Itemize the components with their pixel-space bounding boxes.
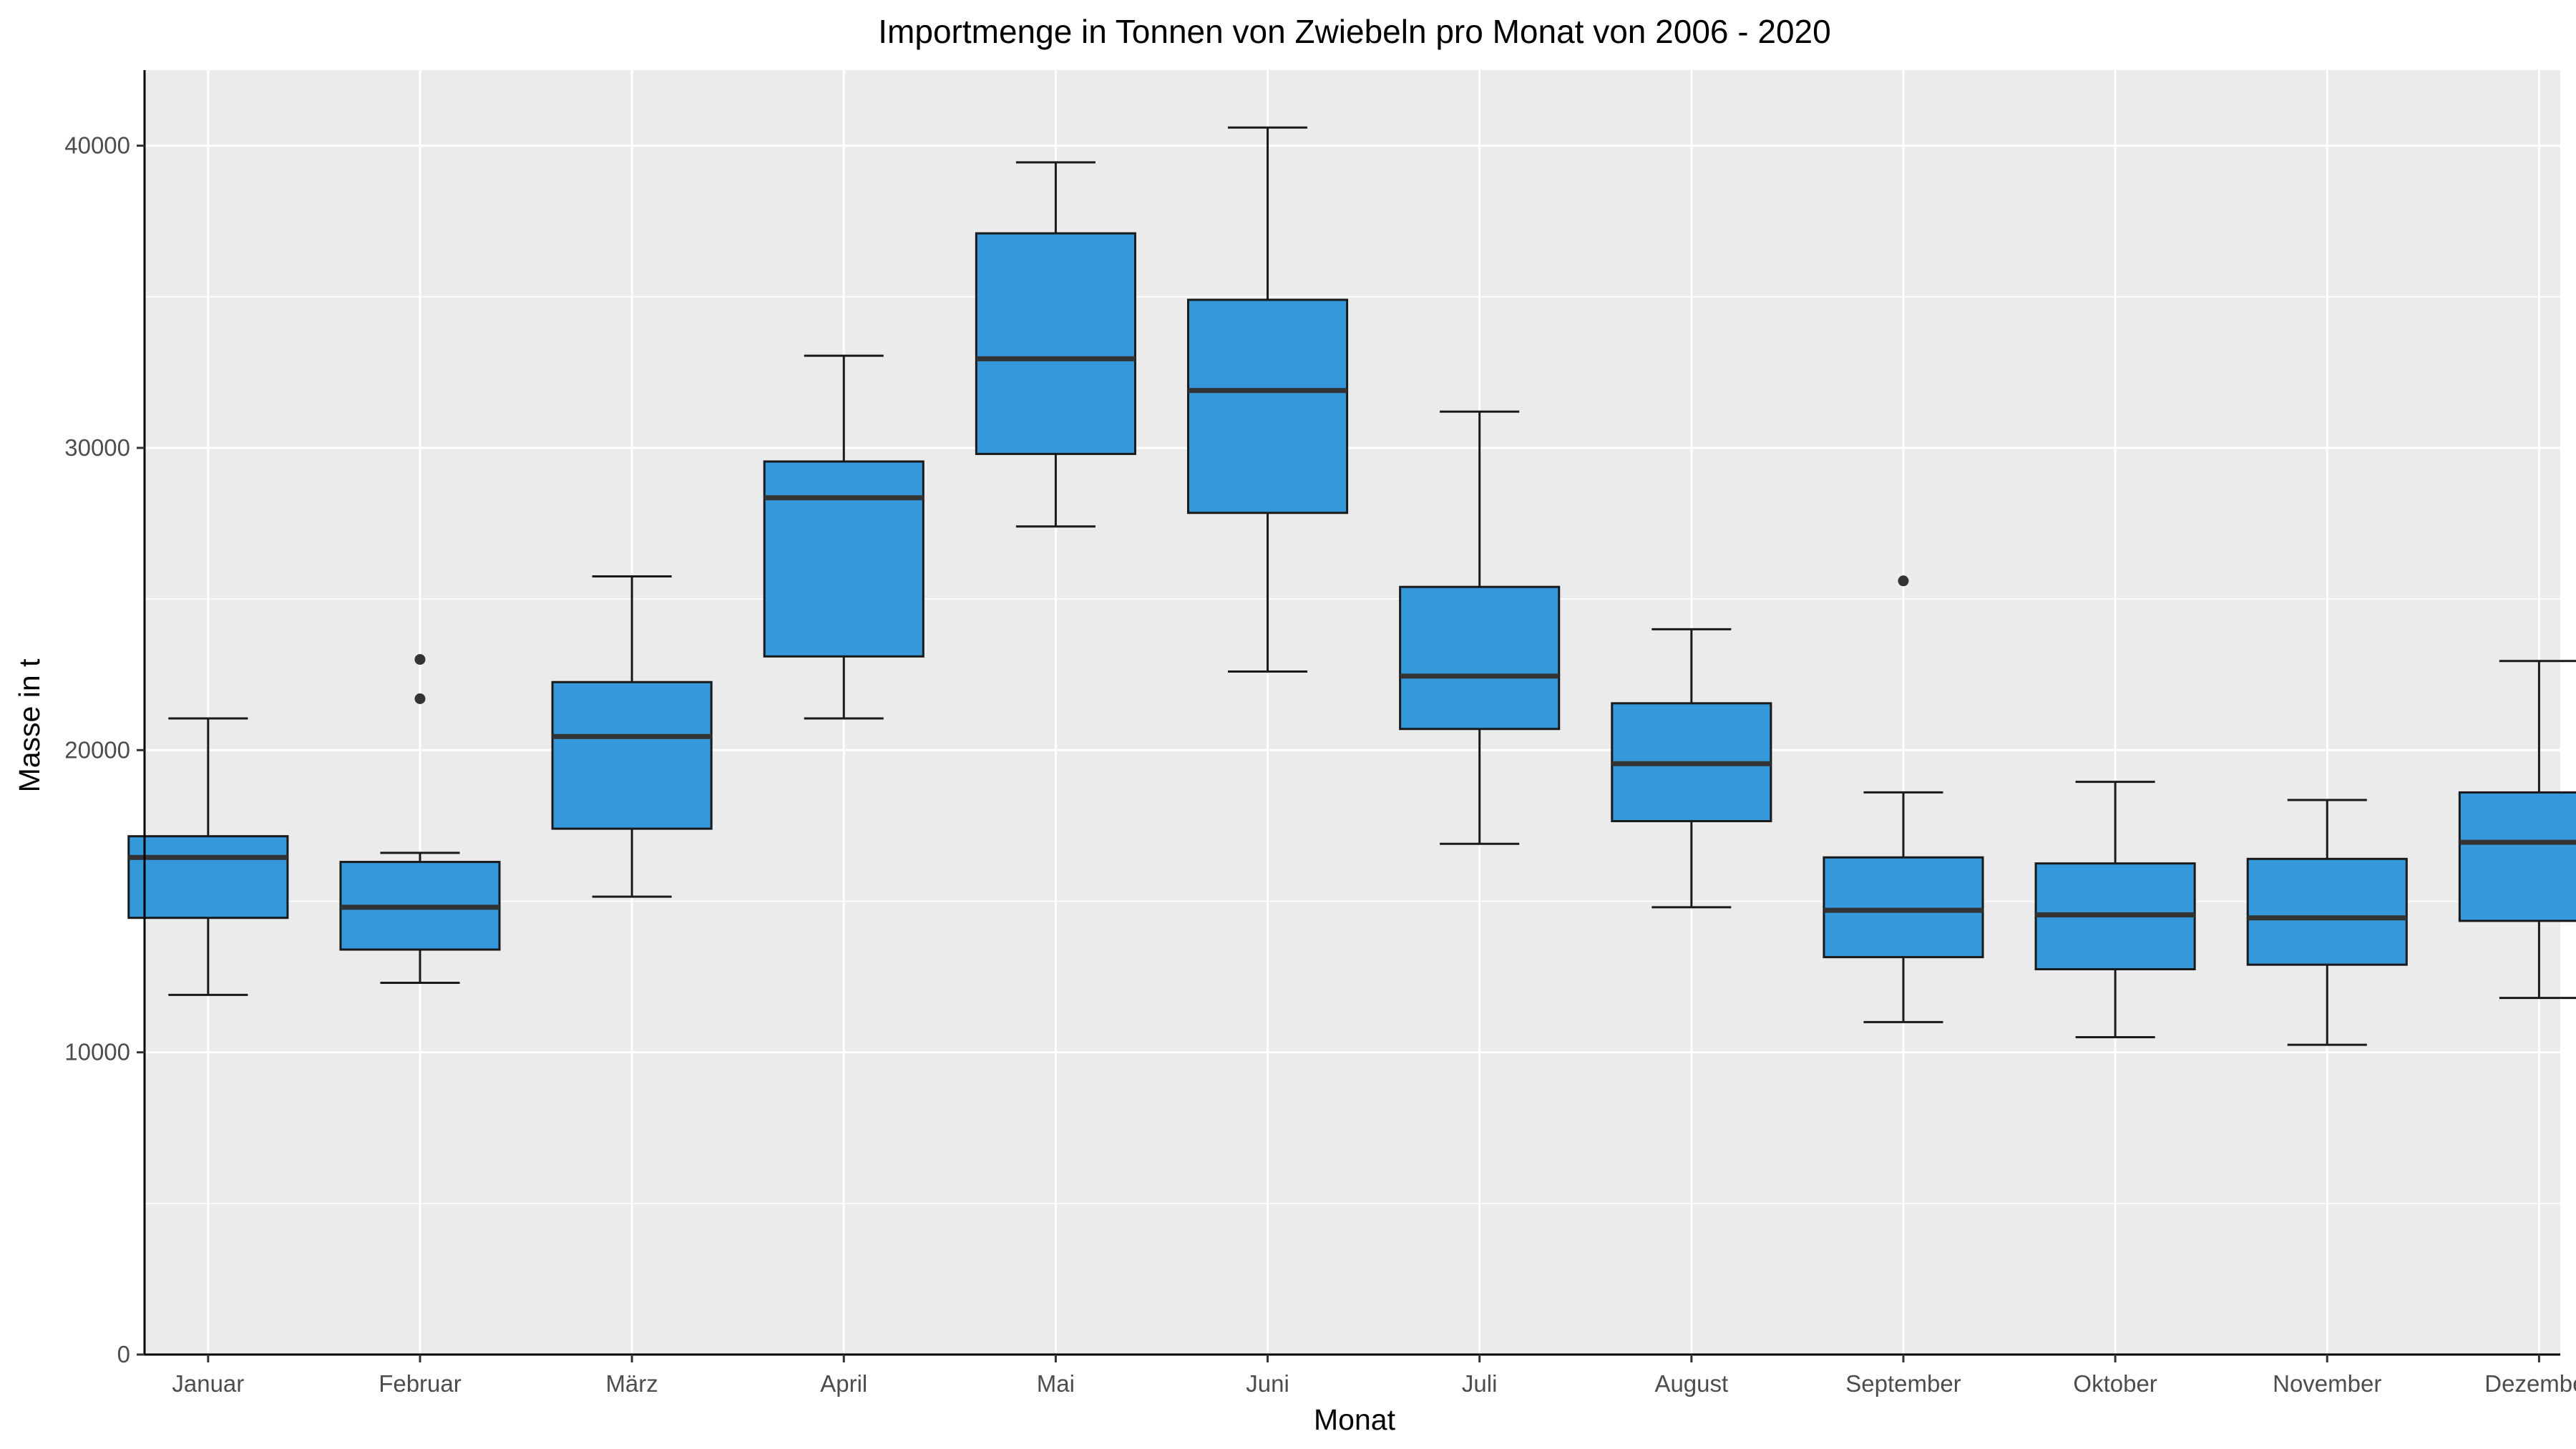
iqr-box [127,835,289,919]
outlier-point [414,693,426,704]
chart-title: Importmenge in Tonnen von Zwiebeln pro M… [878,13,1830,50]
x-axis-title: Monat [1314,1403,1396,1436]
box-april [763,354,924,720]
x-tick-label: Mai [1037,1370,1075,1397]
box-januar [127,717,289,996]
y-tick-label: 10000 [64,1039,130,1065]
x-tick-label: Oktober [2073,1370,2157,1397]
y-tick-label: 20000 [64,736,130,763]
box-märz [551,575,713,898]
iqr-box [1823,856,1984,959]
box-februar [339,654,501,985]
x-tick-label: Februar [379,1370,462,1397]
x-tick-label: November [2273,1370,2381,1397]
box-juni [1186,126,1349,673]
x-tick-label: März [605,1370,658,1397]
panel-background [145,70,2560,1355]
box-series [127,126,2576,1046]
box-november [2246,799,2408,1046]
iqr-box [2458,791,2576,922]
y-axis-title: Masse in t [13,658,46,792]
x-tick-label: April [820,1370,867,1397]
iqr-box [1399,585,1561,731]
box-dezember [2458,660,2576,1000]
x-tick-label: Juli [1462,1370,1498,1397]
box-oktober [2034,781,2196,1039]
box-september [1823,575,1984,1023]
iqr-box [763,460,924,658]
y-tick-label: 0 [117,1341,130,1367]
iqr-box [975,232,1136,455]
box-mai [975,161,1136,528]
x-tick-label: September [1845,1370,1961,1397]
y-tick-label: 30000 [64,434,130,461]
box-juli [1399,410,1561,845]
x-tick-label: Dezember [2484,1370,2576,1397]
iqr-box [1186,298,1349,514]
x-tick-label: August [1654,1370,1728,1397]
x-tick-label: Juni [1246,1370,1289,1397]
x-tick-label: Januar [172,1370,244,1397]
iqr-box [2246,857,2408,966]
outlier-point [414,654,426,665]
y-tick-label: 40000 [64,132,130,159]
axes: 0 10000 20000 30000 40000 Januar Februar März Ap… [64,70,2576,1397]
iqr-box [551,680,713,830]
plot-panel [145,70,2560,1356]
outlier-point [1898,575,1909,587]
box-august [1611,628,1772,909]
